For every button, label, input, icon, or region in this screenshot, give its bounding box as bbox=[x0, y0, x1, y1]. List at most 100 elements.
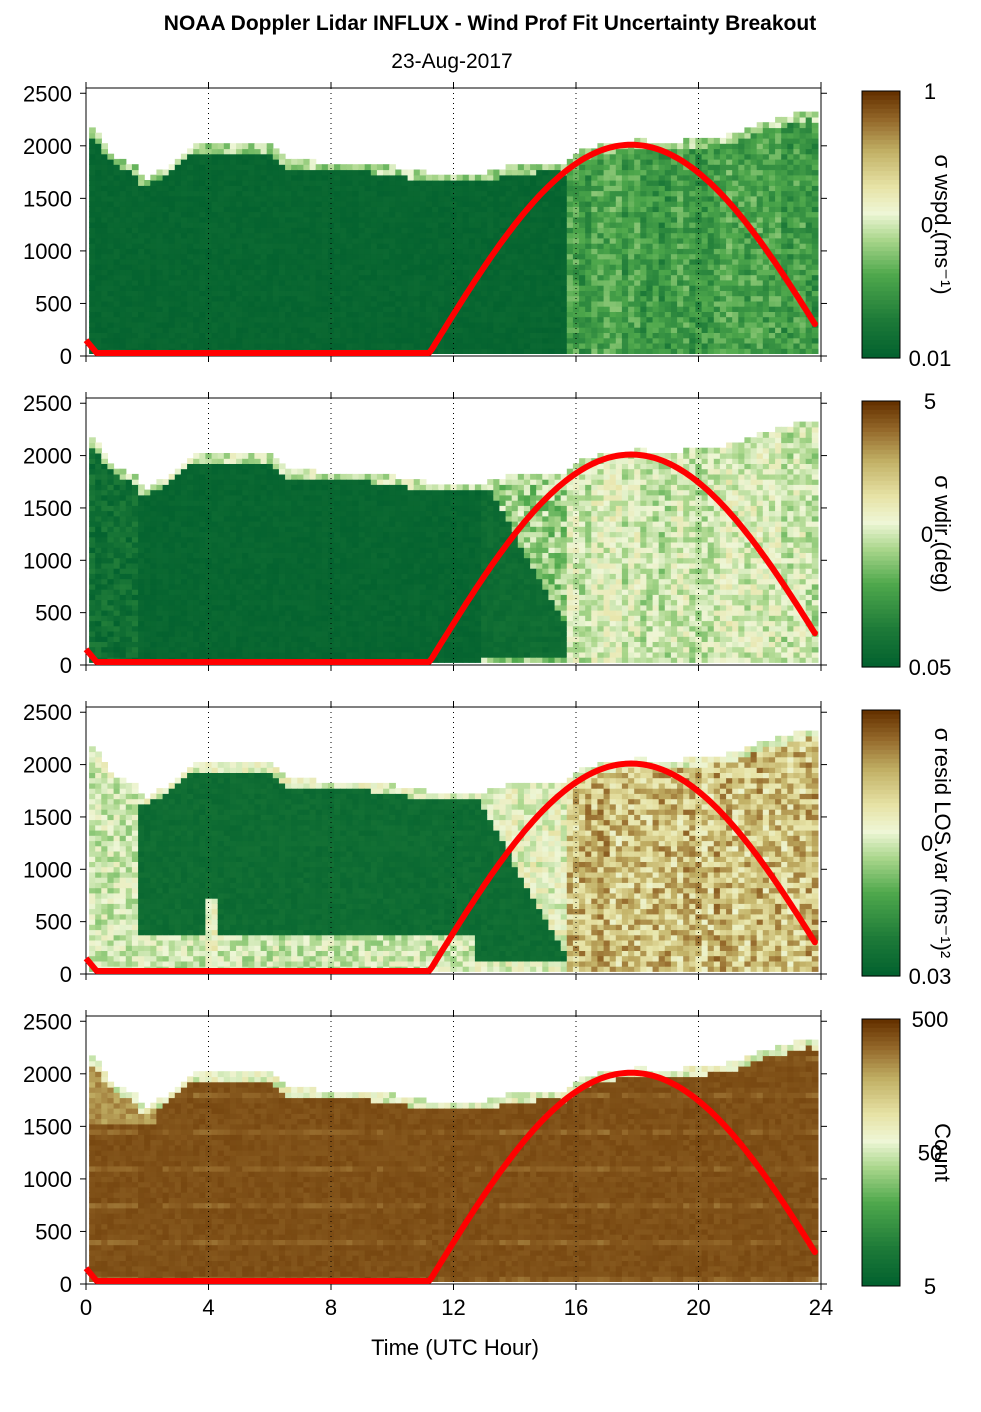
heatmap-cell bbox=[401, 342, 409, 349]
heatmap-cell bbox=[768, 158, 776, 165]
heatmap-cell bbox=[487, 232, 494, 239]
heatmap-cell bbox=[89, 269, 96, 276]
heatmap-cell bbox=[505, 174, 513, 181]
heatmap-cell bbox=[493, 332, 500, 339]
heatmap-cell bbox=[272, 342, 280, 349]
heatmap-cell bbox=[101, 222, 108, 228]
heatmap-cell bbox=[297, 332, 304, 339]
heatmap-cell bbox=[750, 148, 758, 155]
heatmap-cell bbox=[732, 137, 739, 144]
heatmap-cell bbox=[689, 274, 696, 281]
heatmap-cell bbox=[591, 290, 598, 297]
heatmap-cell bbox=[327, 337, 335, 344]
colorbar-step bbox=[862, 206, 900, 212]
heatmap-cell bbox=[395, 327, 402, 333]
heatmap-cell bbox=[719, 327, 727, 333]
heatmap-cell bbox=[799, 143, 807, 150]
heatmap-cell bbox=[260, 269, 268, 276]
heatmap-cell bbox=[732, 306, 739, 312]
heatmap-cell bbox=[168, 211, 176, 218]
heatmap-cell bbox=[297, 258, 304, 265]
heatmap-cell bbox=[376, 211, 384, 218]
heatmap-cell bbox=[242, 153, 249, 160]
heatmap-cell bbox=[438, 253, 445, 260]
heatmap-cell bbox=[462, 253, 470, 260]
heatmap-cell bbox=[719, 174, 727, 181]
heatmap-cell bbox=[664, 264, 672, 270]
heatmap-cell bbox=[701, 180, 709, 186]
heatmap-cell bbox=[523, 195, 531, 202]
heatmap-cell bbox=[499, 248, 507, 255]
heatmap-cell bbox=[493, 311, 500, 318]
heatmap-cell bbox=[634, 348, 641, 354]
heatmap-cell bbox=[732, 253, 739, 260]
heatmap-cell bbox=[101, 468, 108, 475]
heatmap-cell bbox=[787, 164, 794, 171]
heatmap-cell bbox=[101, 489, 108, 496]
heatmap-cell bbox=[168, 185, 176, 192]
heatmap-cell bbox=[101, 479, 108, 485]
heatmap-cell bbox=[603, 269, 611, 276]
heatmap-cell bbox=[597, 332, 605, 339]
heatmap-cell bbox=[229, 269, 237, 276]
heatmap-cell bbox=[689, 227, 696, 234]
heatmap-cell bbox=[768, 342, 776, 349]
heatmap-cell bbox=[162, 216, 170, 223]
heatmap-cell bbox=[107, 232, 115, 239]
heatmap-cell bbox=[781, 342, 788, 349]
heatmap-cell bbox=[658, 316, 666, 323]
heatmap-cell bbox=[787, 153, 794, 160]
heatmap-cell bbox=[750, 153, 758, 160]
heatmap-cell bbox=[664, 211, 672, 218]
heatmap-cell bbox=[223, 227, 231, 234]
heatmap-cell bbox=[738, 227, 745, 234]
heatmap-cell bbox=[640, 174, 647, 181]
heatmap-cell bbox=[560, 222, 568, 228]
heatmap-cell bbox=[389, 290, 396, 297]
heatmap-cell bbox=[89, 479, 96, 485]
heatmap-cell bbox=[285, 258, 292, 265]
heatmap-cell bbox=[285, 174, 292, 181]
heatmap-cell bbox=[689, 285, 696, 291]
colorbar-step bbox=[862, 175, 900, 181]
heatmap-cell bbox=[113, 568, 121, 574]
heatmap-cell bbox=[407, 190, 415, 197]
heatmap-cell bbox=[738, 253, 745, 260]
heatmap-cell bbox=[787, 174, 794, 181]
heatmap-cell bbox=[260, 290, 268, 297]
heatmap-cell bbox=[640, 248, 647, 255]
heatmap-cell bbox=[621, 164, 629, 171]
heatmap-cell bbox=[768, 211, 776, 218]
heatmap-cell bbox=[474, 264, 482, 270]
heatmap-cell bbox=[811, 185, 819, 192]
heatmap-cell bbox=[713, 180, 721, 186]
heatmap-cell bbox=[787, 237, 794, 244]
heatmap-cell bbox=[805, 232, 813, 239]
heatmap-cell bbox=[205, 306, 213, 312]
heatmap-cell bbox=[646, 311, 654, 318]
heatmap-cell bbox=[340, 253, 347, 260]
heatmap-cell bbox=[462, 264, 470, 270]
heatmap-cell bbox=[646, 206, 654, 213]
heatmap-cell bbox=[125, 295, 133, 302]
heatmap-cell bbox=[689, 195, 696, 202]
heatmap-cell bbox=[756, 332, 764, 339]
heatmap-cell bbox=[321, 306, 329, 312]
heatmap-cell bbox=[744, 201, 752, 207]
heatmap-cell bbox=[211, 327, 219, 333]
heatmap-cell bbox=[468, 269, 476, 276]
heatmap-cell bbox=[677, 274, 684, 281]
heatmap-cell bbox=[456, 348, 464, 354]
heatmap-cell bbox=[523, 237, 531, 244]
heatmap-cell bbox=[113, 232, 121, 239]
heatmap-cell bbox=[223, 253, 231, 260]
heatmap-cell bbox=[579, 253, 586, 260]
heatmap-cell bbox=[689, 216, 696, 223]
heatmap-cell bbox=[321, 258, 329, 265]
heatmap-cell bbox=[658, 143, 666, 150]
heatmap-cell bbox=[229, 169, 237, 176]
heatmap-cell bbox=[487, 279, 494, 286]
heatmap-cell bbox=[542, 264, 549, 270]
heatmap-cell bbox=[438, 211, 445, 218]
heatmap-cell bbox=[530, 211, 537, 218]
